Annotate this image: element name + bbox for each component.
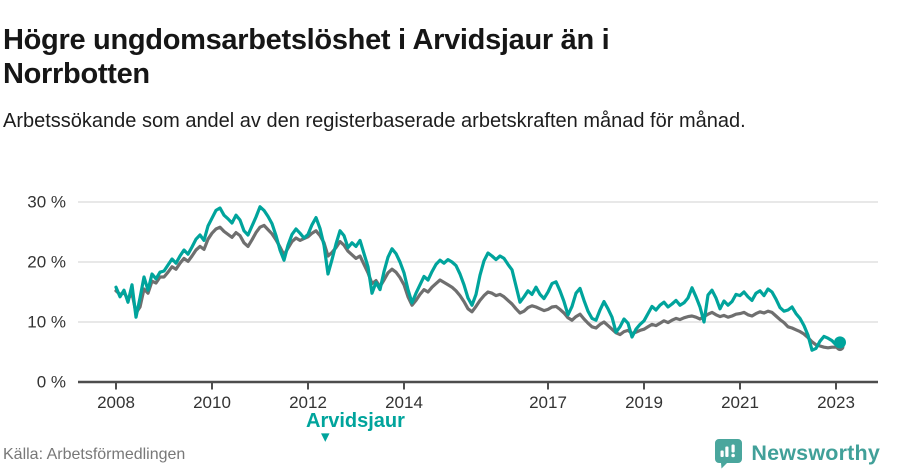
y-tick-label: 0 % [37, 373, 66, 392]
series-line-arvidsjaur [114, 205, 842, 352]
chart-bars-bubble-icon [715, 439, 743, 469]
chart: 2008 2010 2012 2014 2017 2019 2021 2023 0 % 10 % 2… [0, 170, 900, 474]
end-dot-arvidsjaur [834, 336, 846, 349]
x-tick-label: 2010 [193, 393, 231, 412]
x-tick-label: 2014 [385, 393, 423, 412]
series-label-arvidsjaur: Arvidsjaur [306, 410, 405, 432]
x-tick-label: 2019 [625, 393, 663, 412]
x-tick-label: 2012 [289, 393, 327, 412]
x-tick-label: 2017 [529, 393, 567, 412]
page-subtitle: Arbetssökande som andel av den registerb… [3, 110, 746, 132]
x-tick-label: 2021 [721, 393, 759, 412]
newsworthy-logo-text: Newsworthy [751, 441, 880, 465]
page-title: Högre ungdomsarbetslöshet i Arvidsjaur ä… [3, 24, 610, 91]
series-label-norrbotten: Norrbottens län [516, 472, 665, 474]
newsworthy-logo[interactable]: Newsworthy [714, 438, 880, 469]
arrow-down-icon: ▾ [321, 427, 330, 446]
y-tick-label: 10 % [27, 313, 66, 332]
x-tick-label: 2008 [97, 393, 135, 412]
chart-svg: 2008 2010 2012 2014 2017 2019 2021 2023 0 % 10 % 2… [27, 193, 878, 412]
y-tick-label: 20 % [27, 253, 66, 272]
y-tick-label: 30 % [27, 193, 66, 212]
x-tick-label: 2023 [817, 393, 855, 412]
series-line-norrbottens-län [114, 223, 842, 350]
source-text: Källa: Arbetsförmedlingen [3, 446, 186, 463]
